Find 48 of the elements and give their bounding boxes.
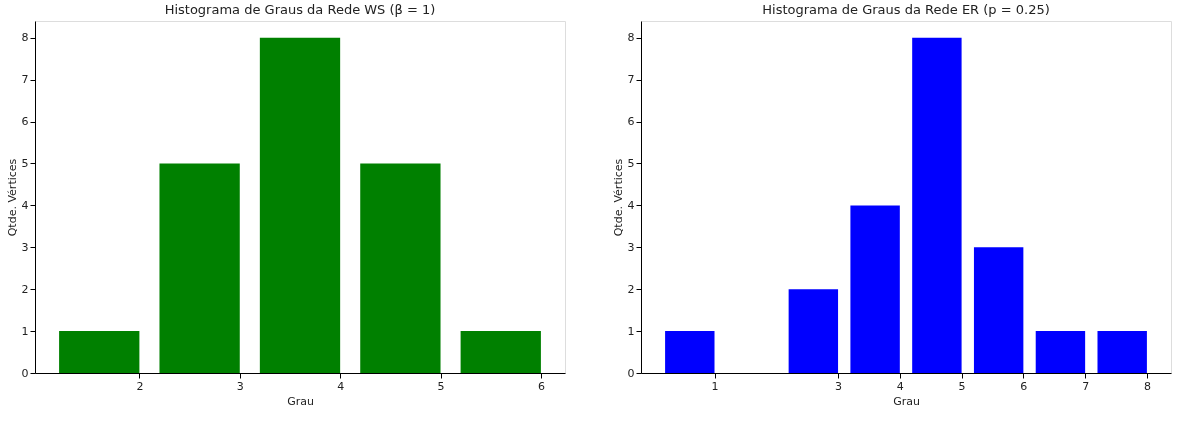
- y-tick-label: 5: [21, 156, 29, 170]
- y-tick-label: 3: [627, 240, 635, 254]
- bar: [912, 37, 962, 373]
- bar: [59, 331, 140, 373]
- x-tick-label: 7: [1082, 379, 1090, 393]
- y-tick-label: 7: [627, 73, 635, 87]
- y-axis-title: Qtde. Vértices: [611, 158, 625, 237]
- y-tick-label: 5: [627, 156, 635, 170]
- x-tick-label: 4: [337, 379, 345, 393]
- y-tick-label: 8: [21, 31, 29, 45]
- y-tick-label: 4: [627, 198, 635, 212]
- y-tick-label: 7: [21, 73, 29, 87]
- x-tick-label: 3: [236, 379, 244, 393]
- y-tick-label: 1: [627, 324, 635, 338]
- bar: [788, 289, 839, 373]
- x-tick-label: 8: [1143, 379, 1151, 393]
- y-tick-label: 0: [627, 366, 635, 380]
- bar: [973, 247, 1024, 373]
- y-tick-label: 6: [21, 115, 29, 129]
- bar: [460, 331, 541, 373]
- chart-title: Histograma de Graus da Rede ER (p = 0.25): [762, 2, 1050, 17]
- y-tick-label: 1: [21, 324, 29, 338]
- bar: [1097, 331, 1147, 373]
- y-tick-label: 2: [627, 282, 635, 296]
- x-axis-title: Grau: [287, 394, 314, 408]
- y-tick-label: 4: [21, 198, 29, 212]
- x-tick-label: 2: [136, 379, 144, 393]
- x-tick-label: 6: [537, 379, 545, 393]
- y-tick-label: 2: [21, 282, 29, 296]
- y-tick-label: 3: [21, 240, 29, 254]
- bar: [665, 331, 715, 373]
- bar: [360, 163, 441, 373]
- x-tick-label: 1: [711, 379, 719, 393]
- x-tick-label: 6: [1020, 379, 1028, 393]
- y-tick-label: 0: [21, 366, 29, 380]
- x-tick-label: 4: [896, 379, 904, 393]
- x-tick-label: 5: [958, 379, 966, 393]
- y-tick-label: 6: [627, 115, 635, 129]
- bar: [850, 205, 900, 373]
- x-tick-label: 3: [835, 379, 843, 393]
- y-tick-label: 8: [627, 31, 635, 45]
- x-axis-title: Grau: [893, 394, 920, 408]
- bar: [1035, 331, 1086, 373]
- y-axis-title: Qtde. Vértices: [5, 158, 19, 237]
- bar: [259, 37, 341, 373]
- bar: [159, 163, 240, 373]
- x-tick-label: 5: [437, 379, 445, 393]
- chart-title: Histograma de Graus da Rede WS (β = 1): [164, 2, 436, 17]
